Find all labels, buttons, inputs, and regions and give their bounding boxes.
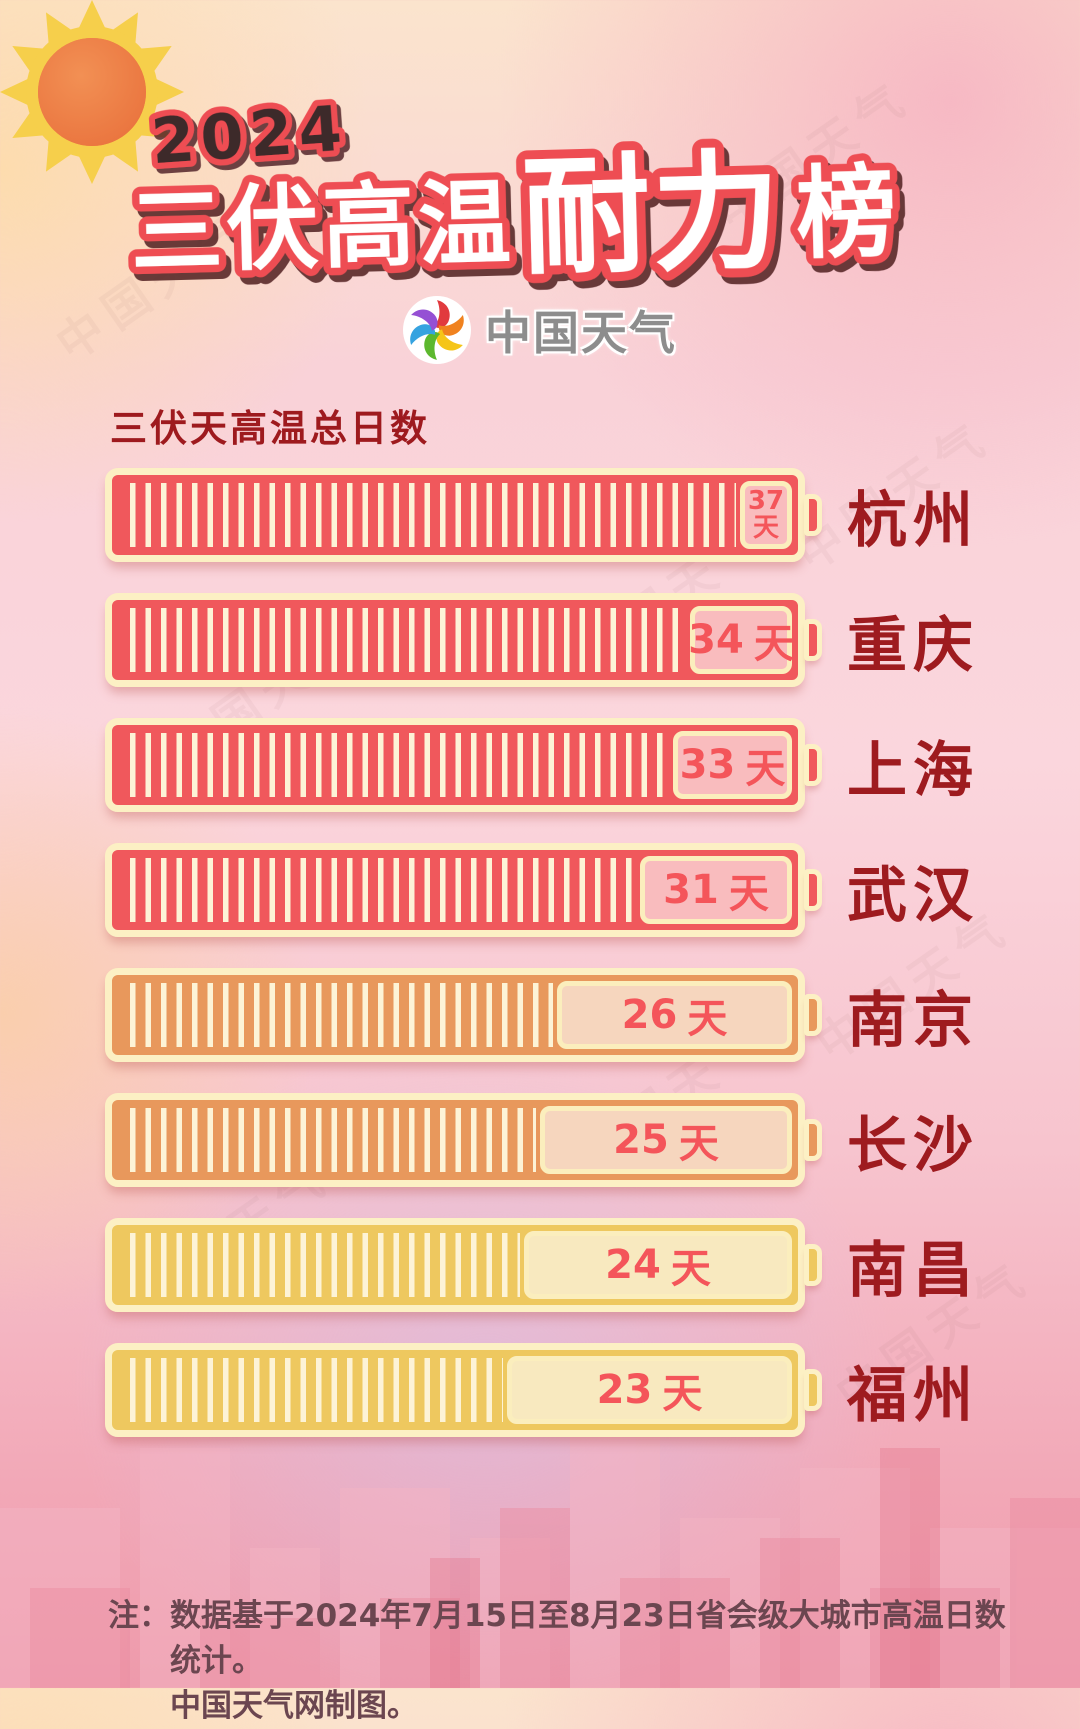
- battery-bar: 26 天: [105, 968, 822, 1062]
- chart-row: 34 天 重庆: [105, 593, 1080, 687]
- battery-value-box: 33 天: [673, 731, 792, 799]
- battery-value-box: 34 天: [688, 606, 794, 674]
- battery-bar: 23 天: [105, 1343, 822, 1437]
- value-number: 31: [663, 867, 719, 913]
- chart-row: 24 天 南昌: [105, 1218, 1080, 1312]
- city-label: 杭州: [847, 485, 979, 556]
- battery-chart: 37 天 杭州 34 天 重庆 33 天 上海: [105, 468, 1080, 1468]
- battery-bar: 24 天: [105, 1218, 822, 1312]
- battery-terminal-icon: [804, 744, 822, 786]
- brand-name: 中国天气: [485, 306, 677, 360]
- footnote-prefix: 注：: [108, 1598, 170, 1634]
- battery-value-box: 31 天: [640, 856, 792, 924]
- city-label: 长沙: [847, 1110, 979, 1181]
- battery-terminal-icon: [804, 494, 822, 536]
- battery-fill: [120, 733, 669, 797]
- title-part2: 耐力: [520, 137, 784, 291]
- battery-value-box: 37 天: [740, 481, 792, 549]
- value-unit: 天: [752, 513, 779, 543]
- battery-fill: [120, 983, 553, 1047]
- value-number: 37: [747, 485, 785, 516]
- value-unit: 天: [745, 746, 786, 792]
- battery-value-box: 23 天: [507, 1356, 792, 1424]
- value-number: 23: [596, 1367, 653, 1413]
- battery-fill: [120, 858, 636, 922]
- battery-bar: 34 天: [105, 593, 822, 687]
- battery-value-box: 24 天: [524, 1231, 792, 1299]
- value-number: 25: [613, 1117, 669, 1163]
- battery-fill: [120, 1108, 536, 1172]
- chart-row: 37 天 杭州: [105, 468, 1080, 562]
- battery-terminal-icon: [804, 1119, 822, 1161]
- battery-terminal-icon: [804, 1244, 822, 1286]
- city-label: 南昌: [847, 1235, 979, 1306]
- city-label: 南京: [847, 985, 979, 1056]
- chart-row: 26 天 南京: [105, 968, 1080, 1062]
- value-number: 33: [679, 742, 736, 788]
- footnote-line1: 数据基于2024年7月15日至8月23日省会级大城市高温日数统计。: [170, 1598, 1006, 1679]
- value-number: 24: [605, 1242, 661, 1288]
- chart-row: 33 天 上海: [105, 718, 1080, 812]
- battery-bar: 25 天: [105, 1093, 822, 1187]
- value-number: 34: [688, 617, 744, 663]
- battery-fill: [120, 1358, 503, 1422]
- battery-terminal-icon: [804, 994, 822, 1036]
- title-part3: 榜: [795, 153, 898, 273]
- battery-bar: 37 天: [105, 468, 822, 562]
- battery-fill: [120, 608, 686, 672]
- pinwheel-icon: [403, 296, 471, 364]
- city-label: 福州: [847, 1360, 979, 1431]
- value-unit: 天: [753, 621, 794, 667]
- chart-title: 三伏天高温总日数: [110, 407, 430, 450]
- brand-logo: 中国天气: [0, 296, 1080, 364]
- value-number: 26: [621, 992, 678, 1038]
- battery-terminal-icon: [804, 1369, 822, 1411]
- battery-bar: 33 天: [105, 718, 822, 812]
- battery-fill: [120, 483, 736, 547]
- value-unit: 天: [670, 1246, 711, 1292]
- year-title: 2024: [143, 86, 356, 184]
- value-unit: 天: [662, 1371, 703, 1417]
- footnote-line2: 中国天气网制图。: [170, 1687, 418, 1724]
- title-part1: 三伏高温: [129, 169, 516, 286]
- value-unit: 天: [678, 1121, 719, 1167]
- battery-value-box: 26 天: [557, 981, 792, 1049]
- battery-bar: 31 天: [105, 843, 822, 937]
- battery-value-box: 25 天: [540, 1106, 792, 1174]
- sun-icon: [0, 0, 184, 184]
- battery-fill: [120, 1233, 520, 1297]
- main-title: 三伏高温 耐力 榜: [124, 128, 905, 291]
- city-label: 上海: [847, 735, 979, 806]
- skyline-silhouette: [0, 1428, 1080, 1688]
- chart-row: 25 天 长沙: [105, 1093, 1080, 1187]
- battery-terminal-icon: [804, 619, 822, 661]
- value-unit: 天: [728, 871, 769, 917]
- city-label: 武汉: [847, 860, 979, 931]
- chart-row: 23 天 福州: [105, 1343, 1080, 1437]
- value-unit: 天: [687, 996, 728, 1042]
- chart-row: 31 天 武汉: [105, 843, 1080, 937]
- city-label: 重庆: [847, 610, 979, 681]
- footnote: 注： 数据基于2024年7月15日至8月23日省会级大城市高温日数统计。 中国天…: [108, 1594, 1008, 1729]
- battery-terminal-icon: [804, 869, 822, 911]
